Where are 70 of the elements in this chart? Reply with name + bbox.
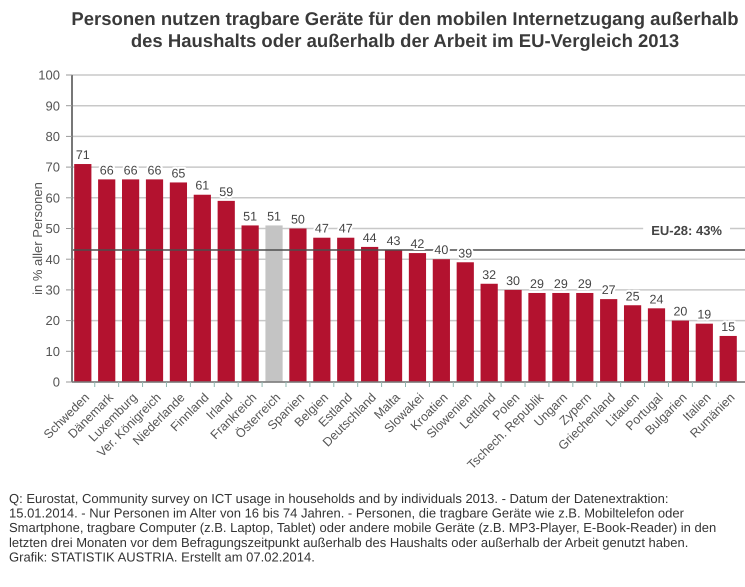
y-tick-label: 40: [46, 252, 60, 267]
data-label: 25: [626, 289, 640, 304]
data-label: 42: [410, 237, 424, 252]
y-tick-label: 0: [52, 374, 60, 390]
bar: [98, 179, 116, 382]
bar: [696, 324, 713, 382]
bar: [504, 290, 522, 382]
y-tick-label: 10: [46, 344, 60, 359]
bar: [648, 308, 666, 382]
data-label: 47: [314, 222, 329, 236]
y-tick-label: 80: [46, 128, 60, 144]
bar: [480, 284, 498, 382]
bar: [384, 250, 402, 382]
data-label: 61: [195, 178, 210, 193]
bar: [600, 299, 618, 382]
data-label: 19: [697, 308, 712, 322]
y-tick-label: 100: [38, 68, 60, 83]
data-label: 71: [76, 148, 90, 162]
bar: [361, 246, 378, 382]
y-axis-title: in % aller Personen: [30, 182, 45, 295]
bar: [218, 200, 235, 382]
text: Grafik: STATISTIK AUSTRIA. Erstellt am 07.02.2014.: [9, 549, 315, 564]
data-label: 39: [458, 246, 472, 260]
bar: [624, 305, 642, 382]
y-tick-label: 20: [46, 313, 60, 328]
bar: [170, 182, 188, 382]
bar: [672, 320, 689, 382]
data-label: 29: [554, 276, 568, 291]
data-label: 20: [673, 304, 688, 319]
y-tick-label: 70: [46, 160, 60, 175]
data-label: 43: [386, 234, 401, 248]
y-tick-label: 30: [46, 282, 60, 298]
data-label: 29: [578, 276, 592, 291]
bar: [432, 259, 450, 382]
data-label: 66: [124, 163, 138, 178]
bar: [408, 253, 426, 382]
data-label: 30: [506, 274, 520, 288]
bar: [720, 336, 737, 382]
data-label: 66: [148, 163, 162, 178]
data-label: 47: [338, 222, 353, 236]
bar: [74, 164, 92, 382]
data-label: 15: [721, 320, 736, 334]
chart-title: Personen nutzen tragbare Geräte für den mobilen Internetzugang außerhalb des Haushalts oder außerhalb der Arbeit im EU-Vergleich 2013: [71, 8, 739, 51]
text: Q: Eurostat, Community survey on ICT usage in households and by individuals 2013. - Datum der Datenextraktion: 15.01.2014. - Nur Personen im Alter von 16 bis 74 Jahren. - Personen, die tragbare Geräte wie z.B. Mobiltelefon oder Smartphone, tragbare Computer (z.B. Laptop, Tablet) oder andere mobile Geräte (z.B. MP3-Player, E-Book-Reader) in den letzten drei Monaten vor dem Befragungszeitpunkt außerhalb des Haushalts oder außerhalb der Arbeit genutzt haben.: [9, 491, 716, 550]
y-tick-label: 60: [46, 190, 60, 206]
bar: [576, 292, 594, 382]
data-label: 50: [290, 212, 305, 226]
bar: [122, 179, 140, 382]
bar: [456, 262, 474, 382]
y-tick-label: 50: [46, 221, 60, 236]
data-label: 66: [100, 163, 114, 178]
data-label: 29: [530, 276, 544, 291]
data-label: 44: [362, 230, 377, 245]
bar: [313, 238, 330, 382]
bar: [337, 238, 354, 382]
data-label: 59: [219, 184, 234, 199]
bar: [194, 194, 211, 382]
data-label: 24: [650, 292, 664, 306]
bar: [146, 179, 164, 382]
y-tick-label: 90: [46, 98, 60, 114]
data-label: 51: [243, 209, 258, 224]
ref-line-label: EU-28: 43%: [651, 222, 722, 238]
data-label: 65: [171, 166, 186, 180]
bar: [528, 292, 546, 382]
bar: [289, 228, 307, 382]
data-label: 27: [602, 283, 616, 298]
data-label: 51: [267, 209, 282, 224]
bar: [242, 225, 259, 382]
data-label: 32: [482, 268, 496, 282]
bar: [552, 292, 570, 382]
